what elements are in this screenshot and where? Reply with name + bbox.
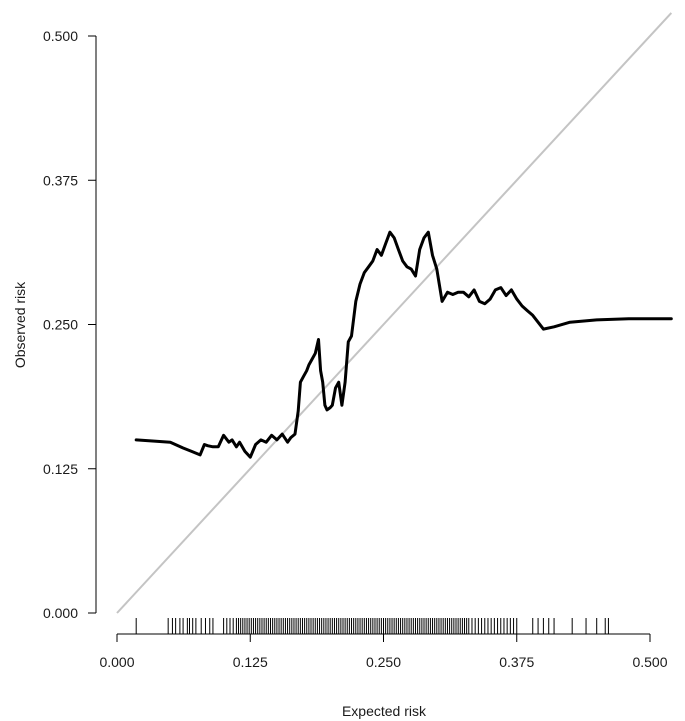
y-axis: 0.000 0.125 0.250 0.375 0.500 [43, 28, 97, 621]
y-tick-label: 0.125 [43, 461, 78, 477]
x-axis: 0.000 0.125 0.250 0.375 0.500 [99, 633, 668, 670]
calibration-curve-line [134, 230, 673, 459]
x-tick-label: 0.000 [99, 654, 134, 670]
y-tick-label: 0.375 [43, 172, 78, 188]
rug-plot [135, 618, 609, 634]
y-tick-label: 0.000 [43, 605, 78, 621]
y-axis-label: Observed risk [12, 281, 28, 368]
x-tick-label: 0.125 [233, 654, 268, 670]
y-tick-label: 0.250 [43, 317, 78, 333]
plot-area [116, 12, 673, 614]
y-tick-label: 0.500 [43, 28, 78, 44]
reference-diagonal-line [116, 12, 673, 614]
x-tick-label: 0.375 [499, 654, 534, 670]
x-tick-label: 0.500 [632, 654, 667, 670]
x-axis-label: Expected risk [342, 703, 427, 719]
x-tick-label: 0.250 [366, 654, 401, 670]
